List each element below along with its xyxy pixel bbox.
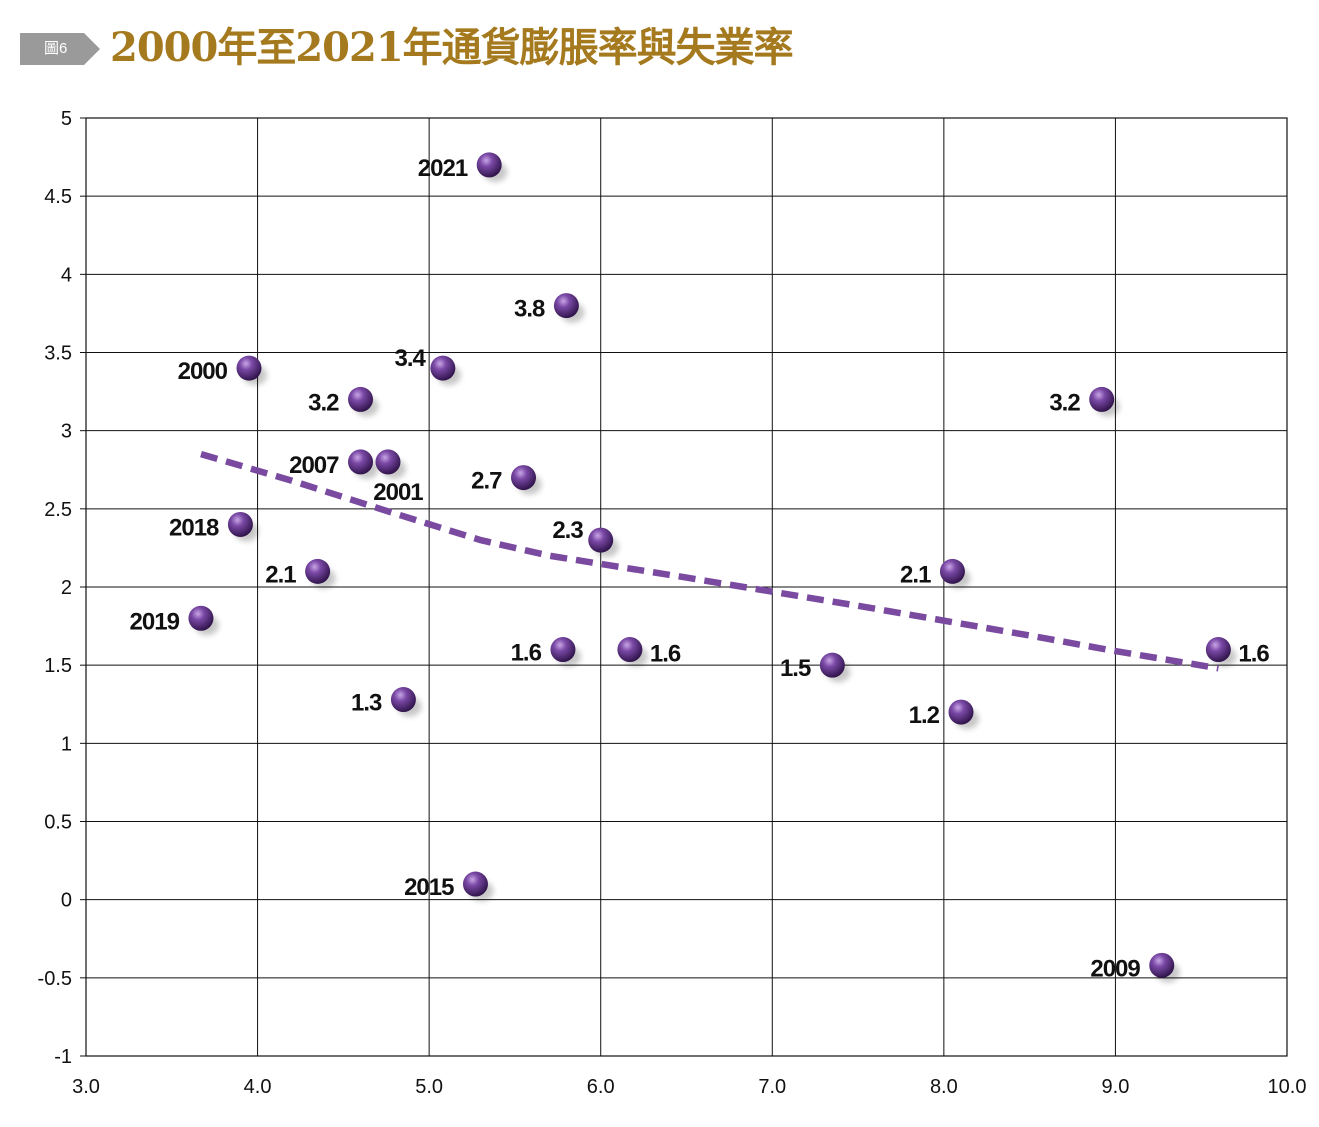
point-label: 2018: [169, 514, 219, 541]
x-tick-label: 5.0: [415, 1076, 443, 1098]
x-tick-label: 4.0: [244, 1076, 272, 1098]
x-tick-label: 10.0: [1268, 1076, 1307, 1098]
y-tick-label: 0: [61, 890, 72, 912]
trendline: [200, 450, 1219, 672]
data-point: [948, 699, 974, 725]
point-label: 2000: [178, 358, 228, 385]
points-layer: [188, 152, 1237, 983]
point-label: 1.6: [1238, 641, 1269, 668]
point-label: 2019: [130, 608, 180, 635]
data-point: [617, 637, 643, 663]
point-label: 3.8: [514, 296, 545, 323]
point-label: 1.6: [650, 641, 681, 668]
point-label: 2.7: [471, 468, 502, 495]
point-label: 2.3: [552, 517, 583, 544]
figure-tag-arrow-icon: [20, 33, 100, 65]
y-tick-label: 0.5: [44, 812, 72, 834]
y-tick-label: 1: [61, 733, 72, 755]
trendline-layer: [200, 450, 1219, 672]
y-tick-label: 4: [61, 264, 72, 286]
y-tick-label: 3: [61, 421, 72, 443]
data-point: [1089, 386, 1115, 412]
point-label: 1.6: [511, 640, 542, 667]
figure-tag: 圖6: [20, 33, 100, 65]
point-labels-layer: 2021 3.8 2000 3.4 3.2 3.2 2007 2001 2.7 2018 2.3 2.…: [130, 155, 1271, 982]
data-point: [348, 449, 374, 475]
chart-title: 2000年至2021年通貨膨脹率與失業率: [110, 24, 794, 71]
point-label: 1.5: [780, 655, 811, 682]
point-label: 3.2: [308, 389, 339, 416]
figure-tag-label: 圖6: [44, 40, 68, 57]
data-point: [553, 293, 579, 319]
y-tick-label: 2.5: [44, 499, 72, 521]
y-tick-label: 5: [61, 108, 72, 130]
y-tick-label: 3.5: [44, 343, 72, 365]
point-label: 2007: [289, 452, 339, 479]
axis-ticks: 5 4.5 4 3.5 3 2.5 2 1.5 1 0.5 0 -0.5 -13.0 4.0 5.0 6.0 7…: [38, 108, 1307, 1098]
point-label: 2009: [1090, 955, 1140, 982]
x-tick-label: 7.0: [758, 1076, 786, 1098]
data-point: [430, 355, 456, 381]
data-point: [550, 637, 576, 663]
data-point: [236, 355, 262, 381]
x-tick-label: 6.0: [587, 1076, 615, 1098]
data-point: [819, 652, 845, 678]
point-label: 1.2: [909, 702, 940, 729]
x-tick-label: 3.0: [72, 1076, 100, 1098]
x-tick-label: 8.0: [930, 1076, 958, 1098]
point-label: 2021: [418, 155, 468, 182]
data-point: [462, 871, 488, 897]
y-tick-label: 2: [61, 577, 72, 599]
point-label: 2015: [404, 874, 454, 901]
y-tick-label: 1.5: [44, 655, 72, 677]
point-label: 3.4: [394, 345, 426, 372]
y-tick-label: -1: [54, 1046, 72, 1068]
data-point: [227, 511, 253, 537]
point-label: 3.2: [1049, 389, 1080, 416]
data-point: [1149, 952, 1175, 978]
x-tick-label: 9.0: [1102, 1076, 1130, 1098]
point-label: 2.1: [900, 561, 931, 588]
data-point: [375, 449, 401, 475]
y-tick-label: -0.5: [38, 968, 72, 990]
point-label: 2001: [373, 479, 423, 506]
data-point: [348, 386, 374, 412]
grid: [80, 117, 1288, 1057]
data-point: [511, 465, 537, 491]
y-tick-label: 4.5: [44, 186, 72, 208]
point-label: 2.1: [265, 561, 296, 588]
data-point: [1205, 637, 1231, 663]
data-point: [939, 558, 965, 584]
data-point: [476, 152, 502, 178]
point-label: 1.3: [351, 690, 382, 717]
data-point: [305, 558, 331, 584]
data-point: [390, 687, 416, 713]
data-point: [188, 605, 214, 631]
data-point: [588, 527, 614, 553]
